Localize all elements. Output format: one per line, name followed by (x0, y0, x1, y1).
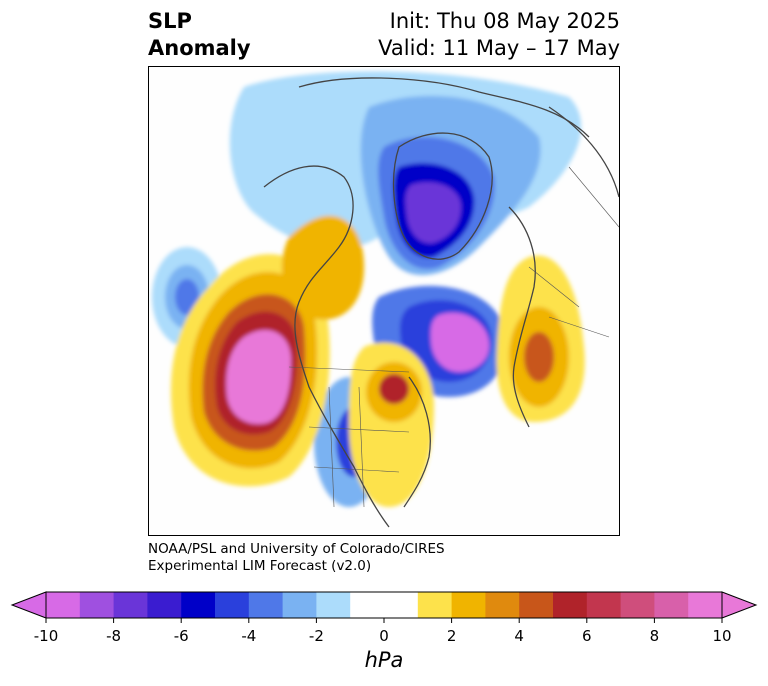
border-europe-1 (528, 266, 580, 308)
title-line-2: Anomaly (148, 36, 251, 60)
colorbar-segment (282, 592, 317, 618)
colorbar-segment (519, 592, 554, 618)
border-us-canada (288, 366, 410, 373)
coastline-greenland (392, 132, 493, 260)
colorbar-extend-high (721, 591, 758, 619)
plot-title: SLP Anomaly (148, 8, 251, 62)
country-borders (288, 166, 619, 508)
colorbar-segment (79, 592, 115, 618)
colorbar-segment (688, 592, 723, 618)
colorbar-segment (350, 592, 419, 618)
colorbar-tick-label: 6 (582, 627, 592, 645)
neg-anomaly-atlantic-core (430, 312, 490, 372)
colorbar-segment (181, 592, 216, 618)
colorbar-tick-label: -8 (106, 627, 122, 645)
colorbar-tick-label: 2 (446, 627, 457, 645)
colorbar-segment (553, 592, 588, 618)
anomaly-map (148, 66, 620, 536)
coastlines (263, 77, 619, 528)
colorbar-segments (46, 592, 723, 618)
colorbar-tick-label: -4 (241, 627, 257, 645)
colorbar-segment (620, 592, 655, 618)
colorbar-segment (316, 592, 351, 618)
data-credit: NOAA/PSL and University of Colorado/CIRE… (148, 541, 445, 575)
anomaly-map-svg (152, 71, 619, 528)
border-us-states-1 (328, 386, 335, 508)
forecast-dates: Init: Thu 08 May 2025 Valid: 11 May – 17… (378, 8, 620, 62)
init-date: Init: Thu 08 May 2025 (389, 9, 620, 33)
colorbar-tick-label: -2 (308, 627, 324, 645)
colorbar-tick-label: -10 (33, 627, 59, 645)
border-us-states-3 (308, 426, 410, 433)
pos-anomaly-europe-core (524, 332, 554, 382)
coastline-arctic (298, 77, 590, 138)
colorbar-segment (451, 592, 486, 618)
colorbar-segment (46, 592, 81, 618)
credit-line-2: Experimental LIM Forecast (v2.0) (148, 558, 372, 574)
colorbar-units-label: hPa (364, 648, 404, 672)
coastline-asia (548, 106, 619, 198)
anomaly-contours (152, 71, 585, 507)
colorbar-segment (248, 592, 284, 618)
border-europe-2 (548, 316, 610, 338)
neg-anomaly-polar-4 (405, 182, 461, 244)
border-us-states-2 (358, 386, 365, 508)
colorbar-tick-label: -6 (173, 627, 189, 645)
colorbar-tick-label: 0 (379, 627, 389, 645)
colorbar (10, 591, 758, 623)
colorbar-extend-low (10, 591, 47, 619)
pos-anomaly-pacific-core (226, 329, 292, 424)
colorbar-tick-label: 10 (712, 627, 732, 645)
neg-anomaly-pacific-core (175, 279, 199, 315)
colorbar-segment (586, 592, 622, 618)
border-asia-1 (568, 166, 619, 228)
coastline-europe (508, 206, 536, 428)
colorbar-segment (215, 592, 250, 618)
coastline-north-america (263, 165, 390, 528)
colorbar-segment (485, 592, 520, 618)
colorbar-segment (147, 592, 182, 618)
title-line-1: SLP (148, 9, 192, 33)
pos-anomaly-east-core (379, 374, 409, 404)
colorbar-segment (113, 592, 148, 618)
border-us-states-4 (313, 466, 400, 473)
colorbar-segment (654, 592, 689, 618)
coastline-east-coast (403, 376, 431, 508)
valid-period: Valid: 11 May – 17 May (378, 36, 620, 60)
colorbar-segment (417, 592, 453, 618)
colorbar-ticks (45, 618, 723, 623)
colorbar-tick-label: 8 (649, 627, 660, 645)
colorbar-tick-label: 4 (514, 627, 524, 645)
credit-line-1: NOAA/PSL and University of Colorado/CIRE… (148, 541, 445, 557)
